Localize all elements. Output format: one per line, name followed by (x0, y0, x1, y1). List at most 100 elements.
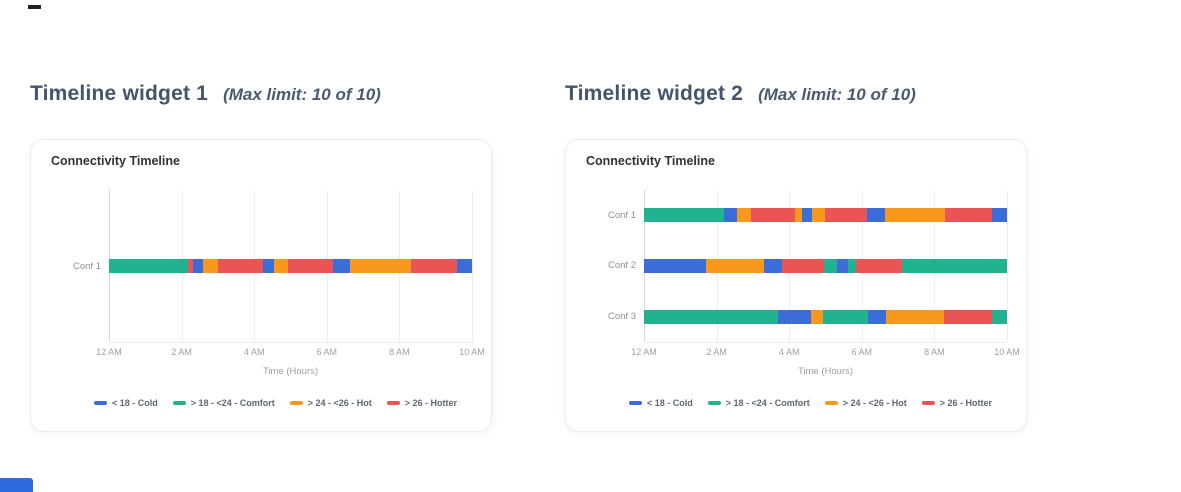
bar-segment-comfort[interactable] (823, 309, 868, 324)
bar-segment-cold[interactable] (867, 309, 886, 324)
bar-segment-hot[interactable] (794, 208, 802, 223)
x-tick-label: 12 AM (631, 347, 657, 357)
legend-item-hot[interactable]: > 24 - <26 - Hot (289, 398, 372, 408)
x-tick-label: 12 AM (96, 347, 122, 357)
legend-label: < 18 - Cold (111, 398, 158, 408)
bar-segment-cold[interactable] (992, 208, 1007, 223)
x-tick-label: 2 AM (706, 347, 727, 357)
legend-item-hotter[interactable]: > 26 - Hotter (921, 398, 993, 408)
widget-title: Timeline widget 1 (30, 82, 209, 105)
timeline-row: Conf 2 (566, 258, 1007, 273)
x-ticks: 12 AM 2 AM 4 AM 6 AM 8 AM 10 AM (631, 347, 1020, 359)
widget-limit-note: (Max limit: 10 of 10) (758, 85, 916, 104)
bar-track (644, 208, 1007, 223)
legend-dash-icon (921, 401, 935, 405)
bar-segment-comfort[interactable] (848, 258, 857, 273)
bar-segment-comfort[interactable] (109, 259, 188, 273)
bar-segment-hotter[interactable] (411, 259, 457, 273)
widget-title: Timeline widget 2 (565, 82, 744, 105)
bar-segment-hotter[interactable] (782, 258, 825, 273)
legend-dash-icon (172, 401, 186, 405)
widget-header: Timeline widget 2 (Max limit: 10 of 10) (565, 82, 1027, 106)
timeline-widget-2: Timeline widget 2 (Max limit: 10 of 10) … (565, 82, 1027, 432)
bar-segment-cold[interactable] (837, 258, 849, 273)
chart-title: Connectivity Timeline (586, 154, 715, 168)
bar-segment-hotter[interactable] (943, 309, 993, 324)
bar-segment-cold[interactable] (866, 208, 885, 223)
bar-segment-comfort[interactable] (644, 208, 725, 223)
legend-item-cold[interactable]: < 18 - Cold (628, 398, 693, 408)
bar-segment-cold[interactable] (764, 258, 783, 273)
legend-dash-icon (628, 401, 642, 405)
legend: < 18 - Cold > 18 - <24 - Comfort > 24 - <2… (79, 398, 472, 408)
legend-item-comfort[interactable]: > 18 - <24 - Comfort (172, 398, 275, 408)
x-axis-label: Time (Hours) (262, 366, 319, 377)
bar-segment-hotter[interactable] (751, 208, 795, 223)
legend-label: > 26 - Hotter (939, 398, 993, 408)
row-label: Conf 3 (608, 311, 636, 323)
gridline (472, 190, 473, 342)
legend-item-hotter[interactable]: > 26 - Hotter (386, 398, 458, 408)
bar-segment-cold[interactable] (778, 309, 812, 324)
timeline-bar (644, 309, 1007, 324)
bar-segment-cold[interactable] (332, 259, 350, 273)
widget-limit-note: (Max limit: 10 of 10) (223, 85, 381, 104)
widget-header: Timeline widget 1 (Max limit: 10 of 10) (30, 82, 492, 106)
bar-segment-cold[interactable] (456, 259, 472, 273)
bar-segment-hot[interactable] (811, 208, 825, 223)
x-tick-label: 4 AM (243, 347, 265, 357)
chart-title: Connectivity Timeline (51, 154, 180, 168)
bar-segment-hotter[interactable] (218, 259, 263, 273)
bar-segment-hot[interactable] (706, 258, 765, 273)
x-tick-label: 2 AM (171, 347, 192, 357)
bar-segment-hot[interactable] (349, 259, 412, 273)
bar-segment-comfort[interactable] (992, 309, 1007, 324)
bar-segment-comfort[interactable] (902, 258, 1007, 273)
bar-segment-cold[interactable] (262, 259, 275, 273)
timeline-row: Conf 3 (566, 309, 1007, 324)
bar-segment-hotter[interactable] (287, 259, 333, 273)
bar-segment-hot[interactable] (274, 259, 288, 273)
x-tick-label: 8 AM (924, 347, 945, 357)
bar-segment-hotter[interactable] (824, 208, 867, 223)
legend-dash-icon (386, 401, 400, 405)
bar-segment-cold[interactable] (724, 208, 738, 223)
clipped-dark-element (28, 5, 41, 9)
bar-segment-hot[interactable] (885, 309, 944, 324)
legend-label: > 18 - <24 - Comfort (190, 398, 275, 408)
legend-dash-icon (707, 401, 721, 405)
legend-item-cold[interactable]: < 18 - Cold (93, 398, 158, 408)
bar-segment-hot[interactable] (811, 309, 824, 324)
connectivity-timeline-card: Connectivity Timeline Conf 1 Conf 2 Conf 3… (565, 139, 1027, 432)
legend-item-comfort[interactable]: > 18 - <24 - Comfort (707, 398, 810, 408)
x-axis-label: Time (Hours) (797, 366, 854, 377)
bar-segment-cold[interactable] (801, 208, 812, 223)
legend-label: > 26 - Hotter (404, 398, 458, 408)
legend-label: > 18 - <24 - Comfort (725, 398, 810, 408)
timeline-widget-1: Timeline widget 1 (Max limit: 10 of 10) … (30, 82, 492, 432)
bar-segment-cold[interactable] (644, 258, 707, 273)
legend-dash-icon (289, 401, 303, 405)
rows-layer: Conf 1 (31, 190, 472, 342)
bar-segment-comfort[interactable] (644, 309, 779, 324)
legend-item-hot[interactable]: > 24 - <26 - Hot (824, 398, 907, 408)
connectivity-timeline-card: Connectivity Timeline Conf 1 12 AM 2 AM 4 … (30, 139, 492, 432)
bar-segment-hotter[interactable] (856, 258, 903, 273)
bar-segment-hot[interactable] (203, 259, 219, 273)
bar-segment-hot[interactable] (737, 208, 752, 223)
x-tick-label: 10 AM (459, 347, 485, 357)
row-label: Conf 2 (608, 260, 636, 272)
bar-segment-hotter[interactable] (187, 259, 193, 273)
bar-segment-hot[interactable] (884, 208, 946, 223)
bar-segment-comfort[interactable] (824, 258, 838, 273)
x-tick-label: 10 AM (994, 347, 1020, 357)
row-label: Conf 1 (608, 209, 636, 221)
bar-segment-cold[interactable] (192, 259, 203, 273)
x-ticks: 12 AM 2 AM 4 AM 6 AM 8 AM 10 AM (96, 347, 485, 359)
bar-segment-hotter[interactable] (945, 208, 993, 223)
timeline-bar (644, 208, 1007, 223)
bar-track (109, 259, 472, 273)
legend-label: > 24 - <26 - Hot (842, 398, 907, 408)
x-tick-label: 8 AM (389, 347, 410, 357)
bar-track (644, 309, 1007, 324)
